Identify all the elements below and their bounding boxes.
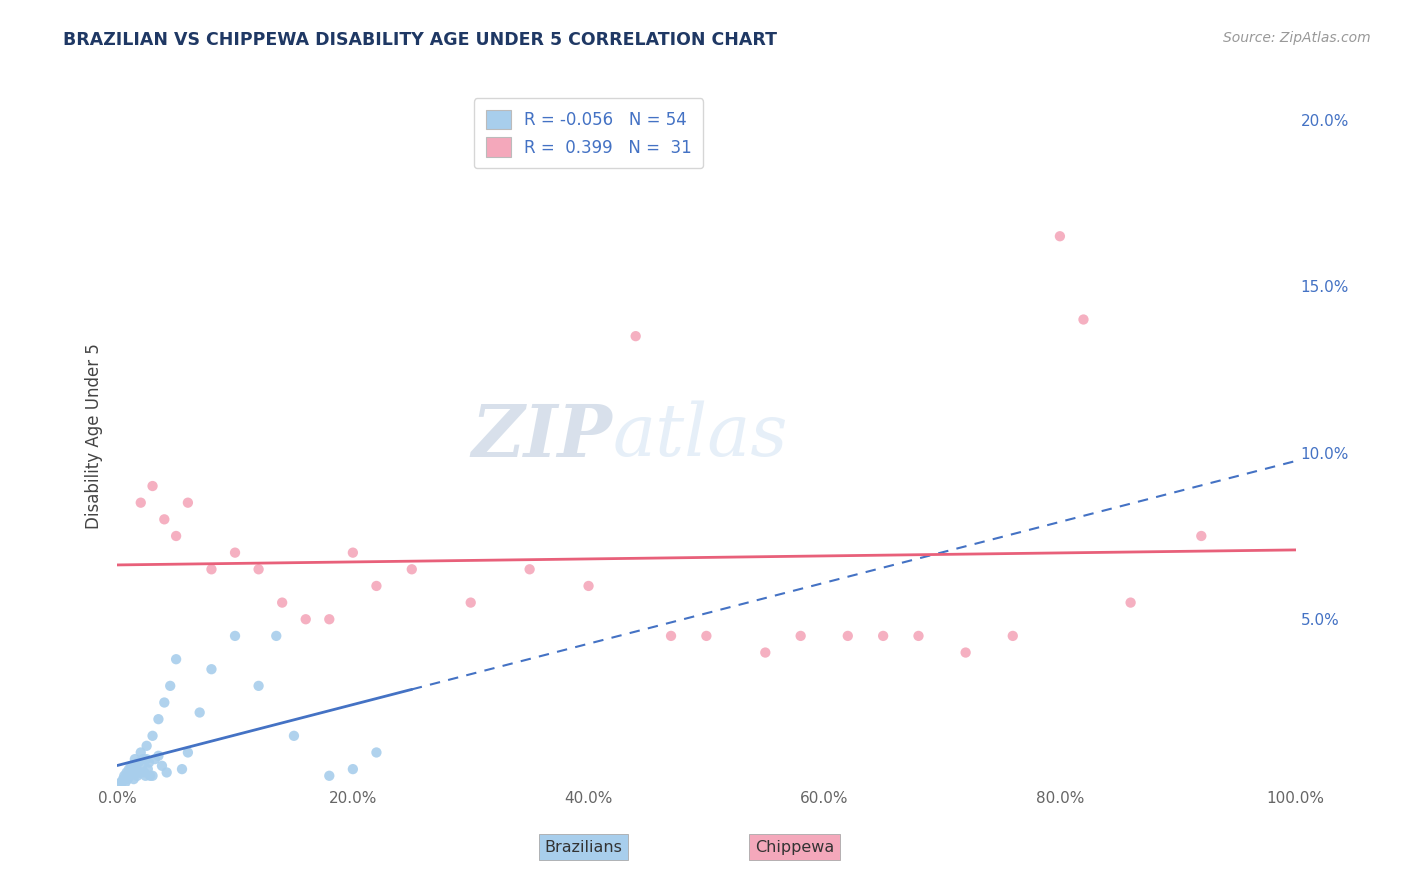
- Text: Source: ZipAtlas.com: Source: ZipAtlas.com: [1223, 31, 1371, 45]
- Point: [170, 762, 193, 776]
- Point: [153, 512, 176, 526]
- Point: [342, 546, 364, 560]
- Point: [131, 759, 153, 773]
- Point: [578, 579, 600, 593]
- Point: [177, 746, 200, 760]
- Point: [283, 729, 305, 743]
- Point: [136, 762, 159, 776]
- Point: [177, 496, 200, 510]
- Point: [659, 629, 682, 643]
- Point: [134, 769, 156, 783]
- Point: [139, 769, 162, 783]
- Point: [837, 629, 859, 643]
- Point: [112, 769, 135, 783]
- Text: atlas: atlas: [612, 401, 787, 471]
- Point: [125, 762, 148, 776]
- Point: [955, 646, 977, 660]
- Point: [148, 712, 170, 726]
- Point: [112, 772, 135, 786]
- Text: BRAZILIAN VS CHIPPEWA DISABILITY AGE UNDER 5 CORRELATION CHART: BRAZILIAN VS CHIPPEWA DISABILITY AGE UND…: [63, 31, 778, 49]
- Point: [695, 629, 717, 643]
- Point: [111, 775, 134, 789]
- Point: [460, 596, 482, 610]
- Point: [143, 752, 166, 766]
- Point: [224, 546, 246, 560]
- Point: [129, 765, 152, 780]
- Point: [165, 529, 187, 543]
- Point: [366, 579, 388, 593]
- Point: [624, 329, 647, 343]
- Point: [1119, 596, 1142, 610]
- Point: [138, 756, 160, 770]
- Legend: R = -0.056   N = 54, R =  0.399   N =  31: R = -0.056 N = 54, R = 0.399 N = 31: [474, 98, 703, 169]
- Point: [224, 629, 246, 643]
- Point: [115, 769, 138, 783]
- Point: [342, 762, 364, 776]
- Point: [120, 759, 142, 773]
- Point: [118, 762, 141, 776]
- Point: [366, 746, 388, 760]
- Point: [129, 496, 152, 510]
- Point: [117, 772, 139, 786]
- Point: [294, 612, 316, 626]
- Point: [150, 759, 173, 773]
- Point: [153, 696, 176, 710]
- Point: [134, 765, 156, 780]
- Point: [264, 629, 287, 643]
- Point: [132, 752, 155, 766]
- Point: [519, 562, 541, 576]
- Point: [124, 759, 146, 773]
- Point: [271, 596, 294, 610]
- Point: [907, 629, 929, 643]
- Point: [120, 769, 142, 783]
- Point: [124, 752, 146, 766]
- Point: [1189, 529, 1212, 543]
- Point: [789, 629, 811, 643]
- Point: [200, 562, 222, 576]
- Point: [872, 629, 894, 643]
- Y-axis label: Disability Age Under 5: Disability Age Under 5: [86, 343, 103, 529]
- Point: [156, 765, 179, 780]
- Point: [141, 769, 163, 783]
- Point: [121, 765, 143, 780]
- Point: [127, 756, 149, 770]
- Point: [318, 612, 340, 626]
- Point: [754, 646, 776, 660]
- Point: [135, 752, 157, 766]
- Point: [129, 746, 152, 760]
- Point: [188, 706, 211, 720]
- Point: [1001, 629, 1024, 643]
- Point: [200, 662, 222, 676]
- Point: [114, 775, 136, 789]
- Point: [1073, 312, 1095, 326]
- Point: [110, 775, 132, 789]
- Point: [141, 729, 163, 743]
- Text: ZIP: ZIP: [471, 401, 612, 472]
- Point: [128, 765, 150, 780]
- Point: [122, 772, 145, 786]
- Point: [1049, 229, 1071, 244]
- Point: [127, 769, 149, 783]
- Point: [148, 748, 170, 763]
- Point: [115, 765, 138, 780]
- Point: [247, 562, 270, 576]
- Point: [135, 739, 157, 753]
- Point: [141, 479, 163, 493]
- Point: [118, 765, 141, 780]
- Text: Brazilians: Brazilians: [544, 840, 623, 855]
- Point: [318, 769, 340, 783]
- Point: [401, 562, 423, 576]
- Point: [112, 772, 135, 786]
- Text: Chippewa: Chippewa: [755, 840, 834, 855]
- Point: [165, 652, 187, 666]
- Point: [120, 762, 142, 776]
- Point: [159, 679, 181, 693]
- Point: [247, 679, 270, 693]
